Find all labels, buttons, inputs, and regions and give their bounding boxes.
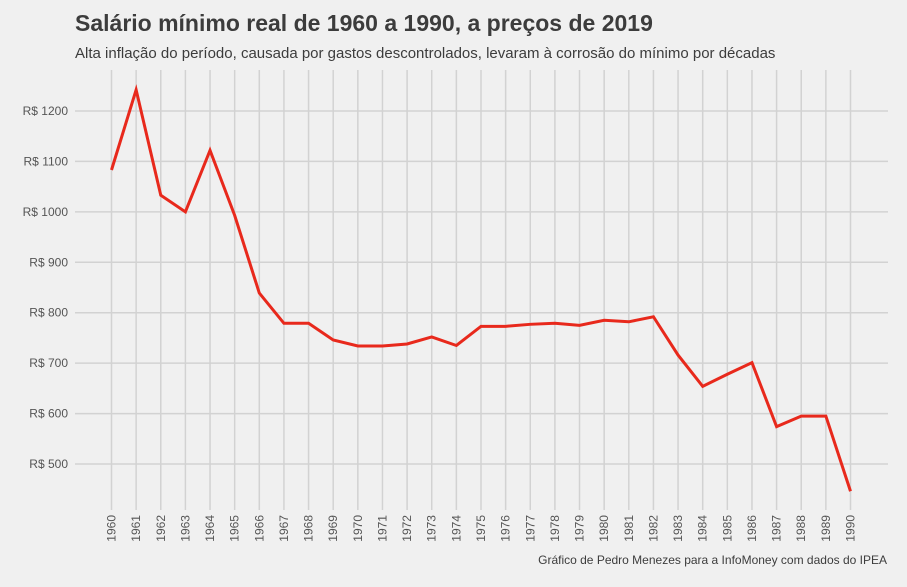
x-tick-label: 1990 (844, 515, 858, 542)
y-tick-label: R$ 900 (29, 255, 68, 269)
x-tick-label: 1986 (745, 515, 759, 542)
chart-caption: Gráfico de Pedro Menezes para a InfoMone… (538, 553, 887, 567)
x-tick-label: 1962 (154, 515, 168, 542)
x-tick-label: 1989 (819, 515, 833, 542)
x-tick-label: 1966 (252, 515, 266, 542)
x-tick-label: 1967 (277, 515, 291, 542)
x-tick-label: 1988 (794, 515, 808, 542)
x-tick-label: 1978 (548, 515, 562, 542)
x-tick-label: 1961 (129, 515, 143, 542)
x-tick-label: 1963 (178, 515, 192, 542)
x-tick-label: 1984 (696, 515, 710, 542)
x-tick-label: 1977 (523, 515, 537, 542)
x-tick-label: 1973 (425, 515, 439, 542)
x-tick-label: 1971 (375, 515, 389, 542)
x-tick-label: 1983 (671, 515, 685, 542)
y-tick-label: R$ 1100 (24, 154, 69, 168)
x-tick-label: 1975 (474, 515, 488, 542)
x-tick-label: 1969 (326, 515, 340, 542)
chart-subtitle: Alta inflação do período, causada por ga… (75, 45, 776, 62)
x-tick-label: 1964 (203, 515, 217, 542)
y-tick-label: R$ 1000 (23, 205, 69, 219)
chart-title: Salário mínimo real de 1960 a 1990, a pr… (75, 10, 653, 36)
y-tick-label: R$ 1200 (23, 104, 69, 118)
series-lines (110, 84, 852, 492)
y-tick-label: R$ 600 (29, 407, 68, 421)
y-tick-label: R$ 700 (29, 356, 68, 370)
x-tick-label: 1972 (400, 515, 414, 542)
x-tick-label: 1974 (449, 515, 463, 542)
y-axis-labels: R$ 500 R$ 600 R$ 700 R$ 800 R$ 900 R$ 1000 R$ … (23, 104, 69, 471)
x-tick-label: 1976 (499, 515, 513, 542)
x-tick-label: 1960 (105, 515, 119, 542)
x-tick-label: 1980 (597, 515, 611, 542)
x-tick-label: 1968 (302, 515, 316, 542)
x-gridlines (110, 70, 852, 510)
x-axis-labels: 1960 1961 1962 1963 1964 1965 1966 1967 1968 1969… (105, 515, 858, 542)
y-tick-label: R$ 800 (29, 306, 68, 320)
x-tick-label: 1981 (622, 515, 636, 542)
x-tick-label: 1970 (351, 515, 365, 542)
x-tick-label: 1982 (646, 515, 660, 542)
x-tick-label: 1979 (573, 515, 587, 542)
y-tick-label: R$ 500 (29, 457, 68, 471)
x-tick-label: 1965 (228, 515, 242, 542)
x-tick-label: 1987 (770, 515, 784, 542)
x-tick-label: 1985 (720, 515, 734, 542)
